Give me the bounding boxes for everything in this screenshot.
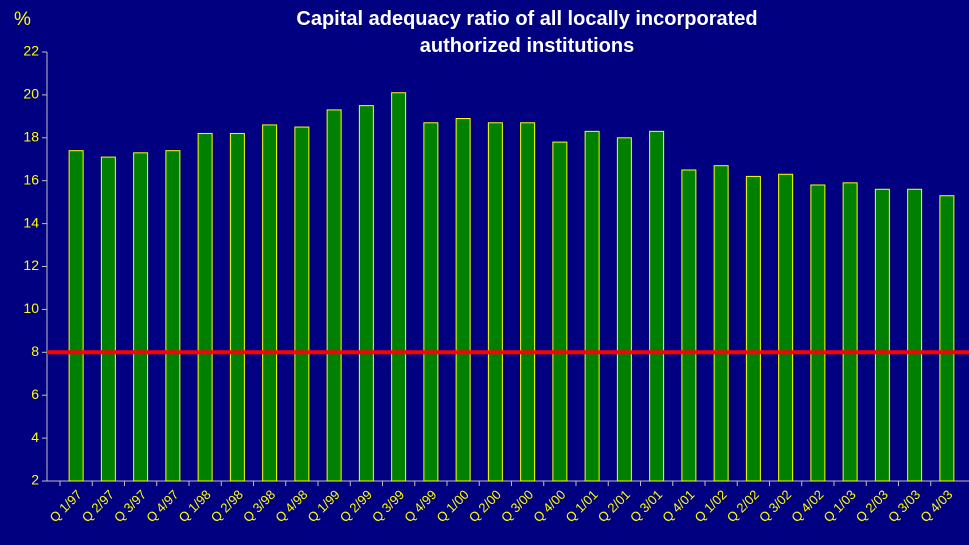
y-tick-label: 6 xyxy=(31,386,39,402)
x-tick-label: Q 1/00 xyxy=(433,487,471,525)
x-tick-label: Q 1/97 xyxy=(46,487,84,525)
y-axis-label: % xyxy=(14,9,31,30)
x-tick-label: Q 2/98 xyxy=(208,487,246,525)
bar xyxy=(133,152,149,482)
x-tick-label: Q 4/98 xyxy=(272,487,310,525)
bar xyxy=(68,150,84,482)
x-tick-label: Q 2/03 xyxy=(853,487,891,525)
x-tick-label: Q 2/00 xyxy=(466,487,504,525)
bar xyxy=(552,141,568,482)
bar xyxy=(229,133,245,482)
x-tick-label: Q 1/98 xyxy=(175,487,213,525)
bar xyxy=(197,133,213,482)
x-tick-label: Q 3/03 xyxy=(885,487,923,525)
x-tick-label: Q 1/01 xyxy=(562,487,600,525)
bar xyxy=(713,165,729,482)
bar xyxy=(681,169,697,482)
y-tick-label: 8 xyxy=(31,343,39,359)
bar xyxy=(745,175,761,482)
x-tick-label: Q 3/02 xyxy=(756,487,794,525)
bar xyxy=(391,92,407,482)
bar xyxy=(584,130,600,482)
bar xyxy=(649,130,665,482)
x-tick-label: Q 2/02 xyxy=(724,487,762,525)
bar xyxy=(939,195,955,482)
y-tick-label: 18 xyxy=(23,129,39,145)
bar xyxy=(455,117,471,482)
x-tick-label: Q 4/03 xyxy=(917,487,955,525)
x-tick-label: Q 3/97 xyxy=(111,487,149,525)
x-tick-label: Q 1/99 xyxy=(304,487,342,525)
y-tick-label: 20 xyxy=(23,86,39,102)
y-tick-label: 10 xyxy=(23,300,39,316)
bar xyxy=(842,182,858,482)
bar xyxy=(358,105,374,482)
bar xyxy=(165,150,181,482)
x-tick-label: Q 4/02 xyxy=(788,487,826,525)
bar xyxy=(907,188,923,482)
bar xyxy=(616,137,632,482)
y-tick-label: 2 xyxy=(31,472,39,488)
y-tick-label: 12 xyxy=(23,257,39,273)
bar xyxy=(262,124,278,482)
bar xyxy=(810,184,826,482)
x-tick-label: Q 2/01 xyxy=(595,487,633,525)
bar xyxy=(520,122,536,482)
x-tick-label: Q 3/01 xyxy=(627,487,665,525)
y-tick-label: 22 xyxy=(23,43,39,59)
bar xyxy=(100,156,116,482)
x-tick-label: Q 1/03 xyxy=(820,487,858,525)
x-tick-label: Q 3/00 xyxy=(498,487,536,525)
x-tick-label: Q 4/00 xyxy=(530,487,568,525)
bar xyxy=(874,188,890,482)
bar xyxy=(778,173,794,482)
bar xyxy=(423,122,439,482)
y-tick-label: 14 xyxy=(23,214,39,230)
x-tick-label: Q 1/02 xyxy=(691,487,729,525)
chart-title: Capital adequacy ratio of all locally in… xyxy=(296,8,758,57)
x-tick-label: Q 3/99 xyxy=(369,487,407,525)
y-tick-label: 4 xyxy=(31,429,39,445)
x-tick-label: Q 3/98 xyxy=(240,487,278,525)
bar xyxy=(487,122,503,482)
x-tick-label: Q 4/97 xyxy=(143,487,181,525)
y-tick-label: 16 xyxy=(23,171,39,187)
x-tick-label: Q 4/99 xyxy=(401,487,439,525)
bar xyxy=(326,109,342,482)
bar xyxy=(294,126,310,482)
x-tick-label: Q 4/01 xyxy=(659,487,697,525)
x-tick-label: Q 2/97 xyxy=(79,487,117,525)
x-tick-label: Q 2/99 xyxy=(337,487,375,525)
